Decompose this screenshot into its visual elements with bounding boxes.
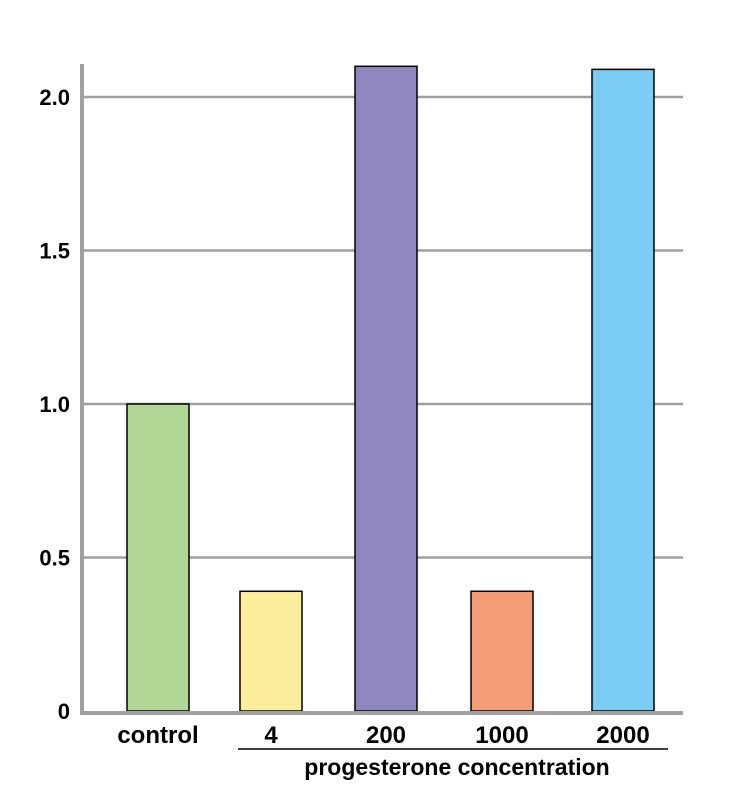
y-tick-label: 1.5: [39, 239, 70, 264]
y-tick-label: 2.0: [39, 85, 70, 110]
category-label-4: 4: [264, 722, 278, 749]
y-tick-label: 0: [58, 699, 70, 724]
category-label-2000: 2000: [596, 722, 649, 749]
bar-200: [354, 65, 418, 712]
bar-4: [239, 590, 303, 712]
bars: [126, 65, 655, 712]
y-tick-label: 1.0: [39, 392, 70, 417]
category-label-control: control: [117, 722, 198, 749]
category-label-1000: 1000: [475, 722, 528, 749]
category-labels: control 4 200 1000 2000: [117, 722, 649, 749]
category-label-200: 200: [366, 722, 406, 749]
y-tick-label: 0.5: [39, 546, 70, 571]
bar-control: [126, 403, 190, 712]
bar-2000: [591, 68, 655, 712]
group-label: progesterone concentration: [304, 754, 609, 780]
y-tick-labels: 0 0.5 1.0 1.5 2.0: [39, 85, 70, 724]
bar-1000: [470, 590, 534, 712]
